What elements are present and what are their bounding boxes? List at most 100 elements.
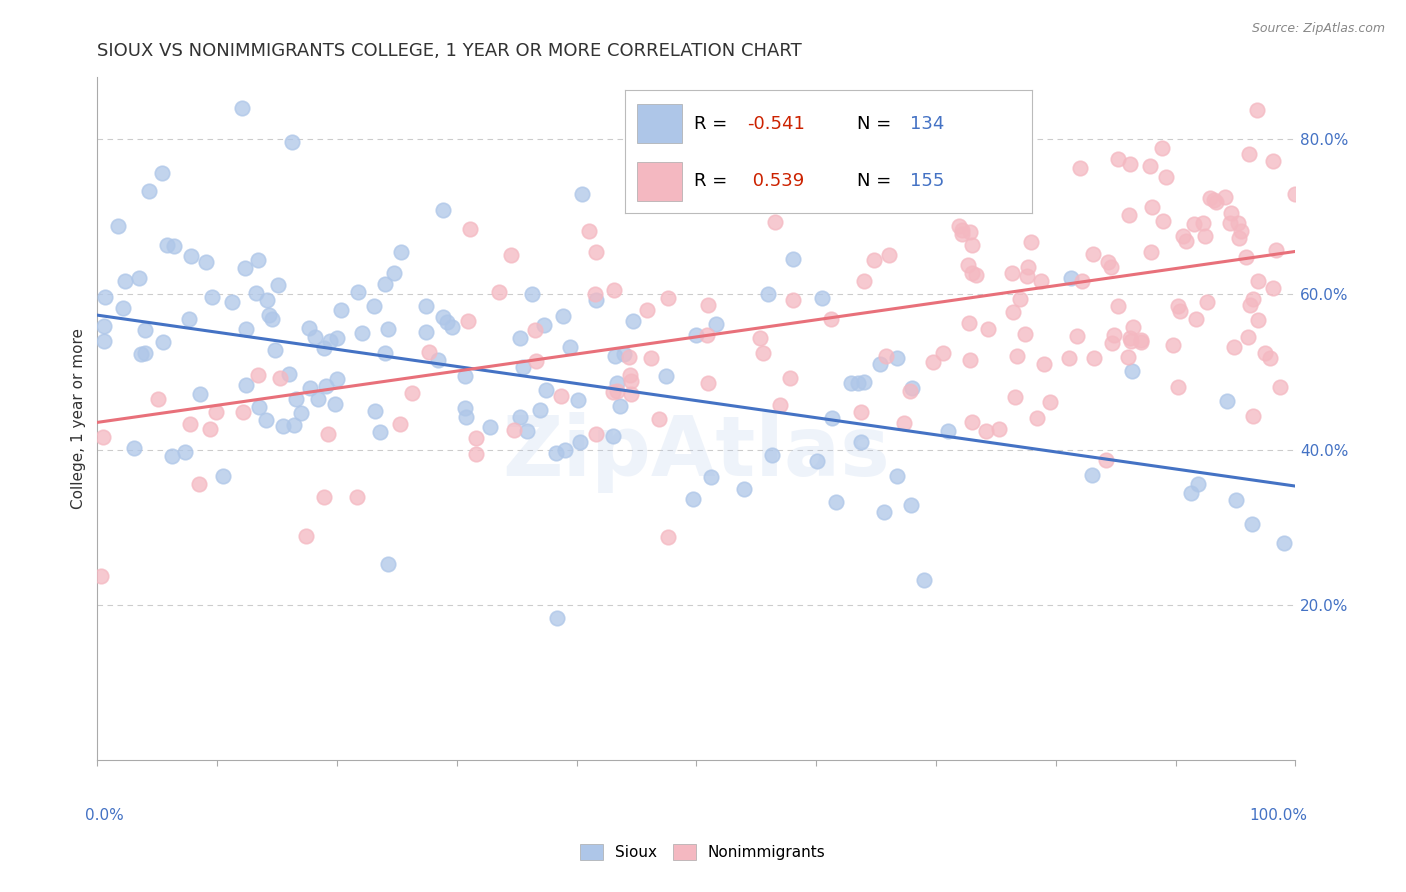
Point [388,417,411,431]
Point [454,410,477,425]
Text: ZipAtlas: ZipAtlas [502,412,890,493]
Point [382,266,405,280]
Point [602,384,624,399]
Point [1025,410,1047,425]
Point [350,326,373,340]
Point [571,187,593,202]
Point [657,530,679,544]
Point [824,495,846,509]
Point [957,316,980,330]
Point [636,302,658,317]
Point [415,299,437,313]
Point [401,386,423,401]
Point [1099,260,1122,275]
Point [751,346,773,360]
Point [846,376,869,390]
Point [1060,270,1083,285]
Point [620,387,643,401]
Point [1192,216,1215,230]
Point [1118,208,1140,222]
Point [93,318,115,333]
Point [648,411,671,425]
Point [1272,536,1295,550]
Point [179,312,201,326]
Point [201,290,224,304]
Point [585,293,607,307]
Point [1154,170,1177,185]
Point [749,331,772,345]
Point [1038,395,1060,409]
Point [550,389,572,403]
Point [873,505,896,519]
Point [389,244,412,259]
Point [1261,153,1284,168]
Point [1284,187,1306,202]
Point [1246,103,1268,117]
Point [1254,345,1277,359]
Point [1070,275,1092,289]
Point [609,399,631,413]
Point [247,252,270,267]
Text: SIOUX VS NONIMMIGRANTS COLLEGE, 1 YEAR OR MORE CORRELATION CHART: SIOUX VS NONIMMIGRANTS COLLEGE, 1 YEAR O… [97,42,801,60]
Point [512,360,534,375]
Point [960,238,983,252]
Point [655,369,678,384]
Point [875,349,897,363]
Point [1080,468,1102,483]
Point [1033,357,1056,371]
Point [756,287,779,301]
Point [568,435,591,450]
Point [304,330,326,344]
Point [1213,190,1236,204]
Point [956,258,979,272]
Point [156,238,179,252]
Point [520,287,543,301]
Point [921,355,943,369]
Point [869,357,891,371]
Point [509,409,531,424]
Point [1180,486,1202,500]
Point [179,417,201,432]
Point [1031,274,1053,288]
Point [254,413,277,427]
Point [1001,266,1024,280]
Point [231,101,253,115]
Point [1083,351,1105,366]
Point [1225,492,1247,507]
Point [640,351,662,365]
Point [190,387,212,401]
Point [1152,141,1174,155]
Point [697,297,720,311]
Point [1140,200,1163,214]
Point [152,165,174,179]
Point [863,252,886,267]
Point [283,417,305,432]
Point [246,368,269,383]
Point [976,424,998,438]
Point [932,346,955,360]
Point [374,345,396,359]
Point [235,322,257,336]
Point [811,292,834,306]
Point [1129,334,1152,348]
Point [704,318,727,332]
Point [1268,379,1291,393]
Point [1171,229,1194,244]
Point [91,430,114,444]
Point [1241,292,1264,306]
Point [962,267,984,281]
Point [1187,477,1209,491]
Point [900,381,922,395]
Point [779,371,801,385]
Point [606,384,628,398]
Point [295,529,318,543]
Point [685,328,707,343]
Point [377,322,399,336]
Point [235,378,257,392]
Point [266,278,288,293]
Point [1185,312,1208,326]
Point [1170,304,1192,318]
Point [696,328,718,343]
Point [1264,243,1286,257]
Point [1130,334,1153,349]
